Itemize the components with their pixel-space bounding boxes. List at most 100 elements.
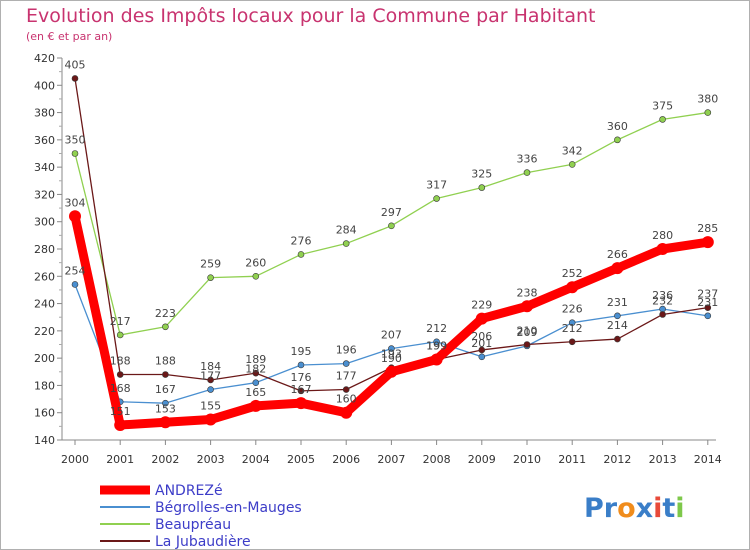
data-point-la-jubaudiere bbox=[297, 387, 305, 395]
data-point-begrolles-en-mauges bbox=[433, 338, 440, 346]
data-point-andreze bbox=[430, 353, 443, 366]
data-label-begrolles-en-mauges: 167 bbox=[155, 383, 176, 396]
data-label-la-jubaudiere: 232 bbox=[652, 294, 673, 307]
data-label-andreze: 252 bbox=[562, 267, 583, 280]
y-tick-label: 400 bbox=[34, 79, 55, 92]
data-label-begrolles-en-mauges: 236 bbox=[652, 289, 673, 302]
data-label-beaupreau: 380 bbox=[697, 93, 718, 106]
data-label-beaupreau: 360 bbox=[607, 120, 628, 133]
legend-label: Beaupréau bbox=[155, 517, 231, 533]
logo-letter: r bbox=[604, 493, 618, 524]
chart-title: Evolution des Impôts locaux pour la Comm… bbox=[26, 5, 596, 27]
x-tick-label: 2008 bbox=[423, 453, 451, 466]
y-tick-label: 340 bbox=[34, 161, 55, 174]
proxiti-logo-text: Proxiti bbox=[584, 493, 685, 524]
y-tick-label: 360 bbox=[34, 134, 55, 147]
data-point-andreze bbox=[701, 236, 714, 249]
data-label-andreze: 155 bbox=[200, 400, 221, 413]
data-label-begrolles-en-mauges: 226 bbox=[562, 303, 583, 316]
y-tick-label: 160 bbox=[34, 407, 55, 420]
x-tick-label: 2006 bbox=[332, 453, 360, 466]
data-point-begrolles-en-mauges bbox=[297, 361, 305, 369]
y-tick-label: 140 bbox=[34, 434, 55, 447]
data-label-beaupreau: 276 bbox=[291, 234, 312, 247]
data-point-beaupreau bbox=[659, 116, 666, 123]
data-point-begrolles-en-mauges bbox=[71, 281, 79, 288]
chart-subtitle: (en € et par an) bbox=[26, 30, 112, 43]
data-label-beaupreau: 317 bbox=[426, 179, 447, 192]
data-point-beaupreau bbox=[568, 161, 576, 168]
data-label-begrolles-en-mauges: 177 bbox=[200, 370, 221, 383]
data-point-beaupreau bbox=[433, 195, 440, 202]
data-point-andreze bbox=[656, 243, 669, 255]
legend-label: La Jubaudière bbox=[155, 534, 251, 550]
y-tick-label: 320 bbox=[34, 188, 55, 201]
x-tick-label: 2009 bbox=[468, 453, 496, 466]
data-point-andreze bbox=[295, 397, 307, 410]
data-label-beaupreau: 350 bbox=[65, 134, 86, 147]
data-point-beaupreau bbox=[388, 222, 395, 230]
data-label-la-jubaudiere: 210 bbox=[517, 325, 538, 338]
data-point-la-jubaudiere bbox=[162, 371, 169, 378]
data-label-beaupreau: 284 bbox=[336, 224, 357, 237]
x-tick-label: 2014 bbox=[694, 453, 722, 466]
proxiti-logo: Proxiti bbox=[584, 493, 685, 524]
data-label-beaupreau: 260 bbox=[245, 256, 266, 269]
data-label-la-jubaudiere: 177 bbox=[336, 370, 357, 383]
x-tick-label: 2007 bbox=[377, 453, 405, 466]
data-label-andreze: 285 bbox=[697, 222, 718, 235]
data-point-andreze bbox=[475, 312, 488, 325]
data-label-andreze: 151 bbox=[110, 405, 131, 418]
data-label-andreze: 266 bbox=[607, 248, 628, 261]
data-point-beaupreau bbox=[71, 150, 79, 157]
data-label-andreze: 160 bbox=[336, 393, 357, 406]
data-point-la-jubaudiere bbox=[659, 311, 666, 318]
data-label-beaupreau: 297 bbox=[381, 206, 402, 219]
data-label-begrolles-en-mauges: 182 bbox=[245, 363, 266, 376]
data-label-begrolles-en-mauges: 231 bbox=[607, 296, 628, 309]
data-point-beaupreau bbox=[116, 331, 124, 339]
series-layer bbox=[69, 75, 714, 431]
data-label-begrolles-en-mauges: 209 bbox=[517, 326, 538, 339]
data-label-la-jubaudiere: 199 bbox=[426, 340, 447, 353]
data-label-beaupreau: 336 bbox=[517, 153, 538, 166]
data-point-la-jubaudiere bbox=[478, 346, 486, 354]
data-point-begrolles-en-mauges bbox=[207, 386, 214, 393]
data-point-la-jubaudiere bbox=[614, 335, 621, 343]
data-label-beaupreau: 259 bbox=[200, 258, 221, 271]
data-point-beaupreau bbox=[478, 184, 486, 191]
data-point-begrolles-en-mauges bbox=[568, 319, 576, 326]
data-point-beaupreau bbox=[252, 272, 260, 280]
data-point-la-jubaudiere bbox=[523, 341, 531, 348]
data-label-andreze: 238 bbox=[517, 286, 538, 299]
data-label-andreze: 304 bbox=[65, 196, 86, 209]
data-point-la-jubaudiere bbox=[71, 75, 79, 82]
data-label-la-jubaudiere: 237 bbox=[697, 288, 718, 301]
data-label-la-jubaudiere: 212 bbox=[562, 322, 583, 335]
x-tick-label: 2003 bbox=[197, 453, 225, 466]
logo-letter: o bbox=[617, 493, 636, 524]
data-point-beaupreau bbox=[162, 323, 169, 331]
y-tick-label: 420 bbox=[34, 52, 55, 65]
data-label-la-jubaudiere: 188 bbox=[110, 355, 131, 368]
y-tick-label: 220 bbox=[34, 325, 55, 338]
data-point-beaupreau bbox=[342, 240, 350, 247]
logo-letter: P bbox=[584, 493, 604, 524]
data-label-andreze: 190 bbox=[381, 352, 402, 365]
data-label-andreze: 280 bbox=[652, 229, 673, 242]
data-label-la-jubaudiere: 214 bbox=[607, 319, 628, 332]
x-tick-label: 2004 bbox=[242, 453, 270, 466]
data-label-beaupreau: 325 bbox=[471, 168, 492, 181]
x-tick-label: 2001 bbox=[106, 453, 134, 466]
x-tick-label: 2012 bbox=[603, 453, 631, 466]
data-label-la-jubaudiere: 189 bbox=[245, 353, 266, 366]
data-label-begrolles-en-mauges: 231 bbox=[697, 296, 718, 309]
logo-letter: t bbox=[662, 493, 675, 524]
data-label-beaupreau: 217 bbox=[110, 315, 131, 328]
data-point-andreze bbox=[249, 399, 262, 412]
x-tick-label: 2010 bbox=[513, 453, 541, 466]
data-label-begrolles-en-mauges: 196 bbox=[336, 344, 357, 357]
